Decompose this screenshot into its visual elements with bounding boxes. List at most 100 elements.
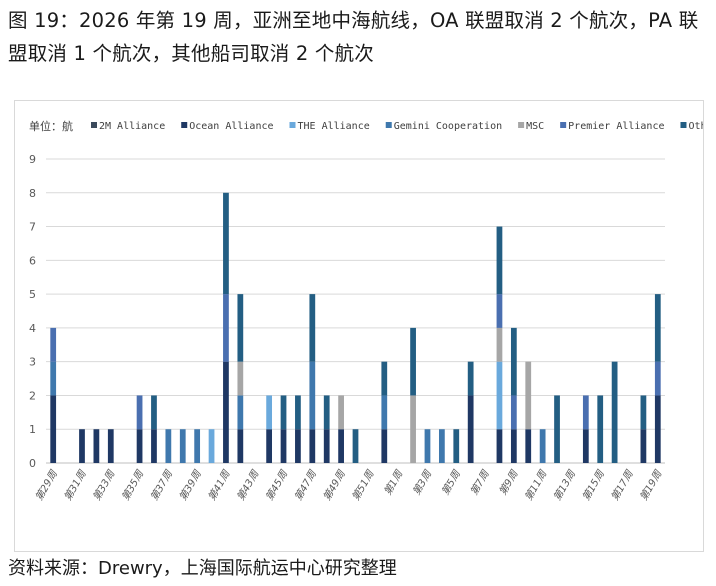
y-tick-label: 8	[29, 187, 36, 200]
bar-segment	[338, 395, 344, 430]
x-tick-label: 第31周	[62, 468, 89, 503]
legend-label: Gemini Cooperation	[394, 121, 502, 132]
y-tick-label: 2	[29, 389, 36, 402]
legend-label: Premier Alliance	[568, 121, 664, 132]
bar-segment	[510, 429, 517, 463]
bar-segment	[223, 361, 229, 463]
bar-segment	[280, 429, 287, 463]
bar-segment	[266, 429, 273, 463]
bar-segment	[453, 429, 460, 463]
bar-segment	[280, 395, 287, 430]
legend-swatch	[91, 122, 97, 128]
x-tick-label: 第29周	[33, 468, 60, 503]
bar-segment	[554, 395, 560, 463]
y-tick-label: 7	[29, 221, 36, 234]
y-tick-label: 0	[29, 457, 36, 470]
bar-segment	[165, 429, 172, 463]
bar-segment	[79, 429, 85, 463]
x-tick-label: 第35周	[119, 468, 146, 503]
bar-segment	[525, 361, 532, 430]
legend: 单位：航 2M Alliance Ocean Alliance THE Allianc…	[29, 119, 703, 133]
y-tick-label: 6	[29, 254, 36, 267]
x-tick-label: 第3周	[410, 468, 434, 498]
bar-segment	[151, 429, 157, 463]
x-tick-label: 第43周	[235, 468, 262, 503]
bar-segment	[381, 361, 388, 396]
bar-segment	[654, 395, 661, 463]
x-tick-label: 第47周	[292, 468, 319, 503]
bar-segment	[640, 429, 647, 463]
bar-segment	[338, 429, 344, 463]
x-tick-label: 第9周	[497, 468, 521, 498]
bar-segment	[410, 327, 416, 396]
y-tick-label: 4	[29, 322, 36, 335]
legend-swatch	[518, 122, 525, 128]
x-tick-label: 第33周	[91, 468, 118, 503]
bar-segment	[295, 395, 301, 430]
chart-area: 单位：航 2M Alliance Ocean Alliance THE Allianc…	[14, 100, 704, 552]
bar-segment	[496, 361, 503, 430]
bar-segment	[539, 429, 546, 463]
bar-segment	[525, 429, 532, 463]
bar-segment	[237, 294, 244, 362]
bar-segment	[50, 361, 57, 396]
bar-segment	[323, 395, 330, 430]
legend-label: Others	[688, 121, 703, 132]
bar-segment	[223, 192, 229, 295]
bar-segment	[352, 429, 359, 463]
bar-segment	[50, 327, 57, 362]
bar-segment	[467, 395, 474, 463]
legend-swatch	[560, 122, 567, 128]
bar-segment	[309, 429, 316, 463]
bar-segment	[654, 361, 661, 396]
bar-segment	[381, 429, 388, 463]
bar-segment	[309, 361, 316, 430]
legend-swatch	[181, 122, 188, 128]
bar-segment	[611, 361, 618, 463]
y-tick-label: 1	[29, 423, 36, 436]
bar-segment	[136, 395, 143, 430]
legend-label: MSC	[526, 121, 544, 132]
bar-segment	[237, 395, 244, 430]
bar-segment	[496, 429, 503, 463]
bar-segment	[194, 429, 201, 463]
x-tick-label: 第39周	[177, 468, 204, 503]
bars	[50, 192, 661, 463]
figure-source: 资料来源：Drewry，上海国际航运中心研究整理	[8, 558, 397, 579]
x-tick-label: 第19周	[638, 468, 665, 503]
y-tick-label: 5	[29, 288, 36, 301]
bar-segment	[424, 429, 431, 463]
y-axis: 0 1 2 3 4 5 6 7 8 9	[29, 153, 36, 470]
bar-segment	[295, 429, 301, 463]
x-tick-label: 第11周	[522, 468, 549, 503]
bar-segment	[640, 395, 647, 430]
legend-label: THE Alliance	[298, 121, 370, 132]
figure-title: 图 19：2026 年第 19 周，亚洲至地中海航线，OA 联盟取消 2 个航次…	[8, 9, 699, 65]
bar-segment	[107, 429, 114, 463]
bar-segment	[208, 429, 215, 463]
bar-segment	[496, 327, 503, 362]
bar-segment	[582, 429, 589, 463]
bar-segment	[309, 294, 316, 362]
x-tick-label: 第15周	[580, 468, 607, 503]
bar-segment	[151, 395, 157, 430]
gridlines	[46, 158, 665, 464]
x-tick-label: 第13周	[551, 468, 578, 503]
bar-segment	[467, 361, 474, 396]
bar-segment	[654, 294, 661, 362]
bar-segment	[597, 395, 604, 463]
unit-label: 单位：航	[29, 119, 73, 133]
bar-segment	[136, 429, 143, 463]
stacked-bar-chart: 单位：航 2M Alliance Ocean Alliance THE Allianc…	[29, 119, 703, 503]
x-tick-label: 第49周	[321, 468, 348, 503]
bar-segment	[266, 395, 273, 430]
bar-segment	[410, 395, 416, 463]
legend-swatch	[680, 122, 687, 128]
x-tick-label: 第5周	[439, 468, 463, 498]
x-tick-label: 第7周	[468, 468, 492, 498]
bar-segment	[582, 395, 589, 430]
bar-segment	[323, 429, 330, 463]
legend-swatch	[385, 122, 392, 128]
legend-swatch	[289, 122, 296, 128]
bar-segment	[496, 226, 503, 295]
